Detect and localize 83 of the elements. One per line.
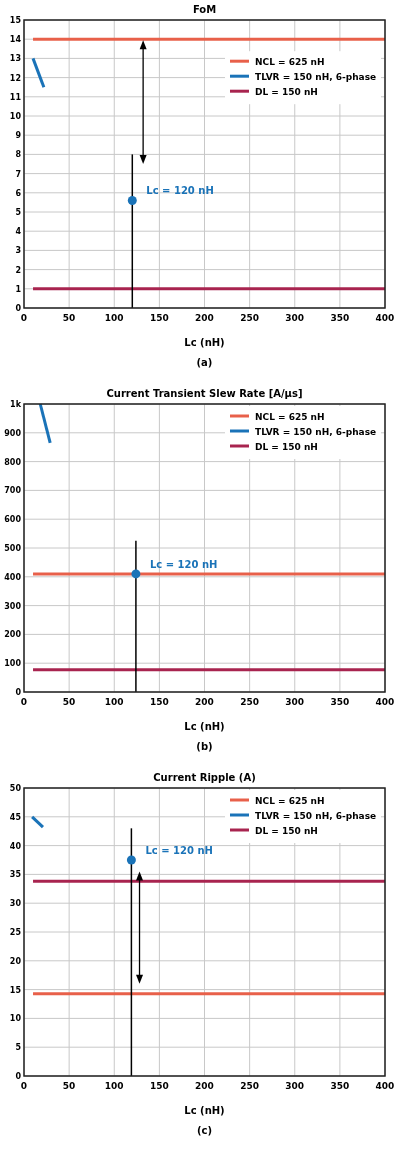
legend-label: TLVR = 150 nH, 6-phase: [255, 71, 377, 82]
y-tick-label: 15: [9, 985, 22, 995]
x-tick-label: 300: [285, 1081, 305, 1091]
x-axis-title: Lc (nH): [184, 721, 225, 732]
y-tick-label: 0: [15, 304, 22, 313]
y-tick-label: 30: [9, 899, 22, 909]
x-tick-label: 100: [104, 1081, 124, 1091]
annotation: Lc = 120 nH: [149, 558, 218, 570]
y-tick-label: 4: [15, 227, 22, 237]
y-tick-label: 100: [4, 659, 22, 669]
x-tick-label: 350: [330, 697, 350, 707]
x-tick-label: 350: [330, 1081, 350, 1091]
y-tick-label: 12: [9, 73, 21, 83]
x-tick-label: 200: [195, 697, 214, 707]
y-tick-label: 400: [4, 572, 22, 582]
y-tick-label: 11: [9, 92, 22, 102]
y-tick-label: 5: [15, 1043, 22, 1053]
annotation: Lc = 120 nH: [145, 845, 213, 856]
x-tick-label: 100: [104, 313, 124, 323]
x-tick-label: 150: [149, 697, 169, 707]
legend-label: NCL = 625 nH: [255, 795, 325, 806]
x-tick-label: 300: [285, 313, 305, 323]
y-tick-label: 25: [9, 928, 22, 937]
x-tick-label: 150: [149, 1081, 169, 1091]
y-tick-label: 0: [15, 688, 22, 697]
y-tick-label: 800: [4, 457, 22, 467]
y-tick-label: 9: [15, 131, 22, 141]
x-tick-label: 200: [195, 1081, 214, 1091]
y-tick-label: 300: [4, 601, 22, 611]
legend-label: DL = 150 nH: [255, 441, 318, 452]
x-tick-label: 50: [62, 697, 76, 707]
x-tick-label: 400: [375, 313, 395, 323]
y-tick-label: 0: [15, 1072, 22, 1081]
y-tick-label: 200: [4, 630, 22, 640]
x-tick-label: 50: [62, 1081, 76, 1091]
y-tick-label: 40: [9, 841, 22, 851]
y-tick-label: 3: [15, 246, 21, 256]
y-tick-label: 2: [15, 265, 21, 275]
x-axis-title: Lc (nH): [184, 337, 225, 348]
x-tick-label: 250: [240, 313, 260, 323]
x-tick-label: 400: [375, 697, 395, 707]
y-tick-label: 7: [15, 169, 21, 179]
y-tick-label: 1k: [10, 400, 22, 409]
y-tick-label: 5: [15, 208, 22, 217]
annotation: Lc = 120 nH: [146, 185, 214, 197]
y-tick-label: 900: [4, 428, 22, 438]
chart-title: Current Ripple (A): [153, 772, 256, 783]
y-tick-label: 20: [9, 956, 22, 966]
legend-label: TLVR = 150 nH, 6-phase: [255, 810, 377, 821]
x-tick-label: 200: [195, 313, 214, 323]
y-tick-label: 8: [15, 150, 22, 160]
chart-title: FoM: [192, 4, 217, 15]
y-tick-label: 1: [15, 284, 22, 294]
text: (c): [196, 1125, 213, 1136]
legend-label: DL = 150 nH: [255, 86, 318, 97]
y-tick-label: 50: [9, 784, 22, 793]
legend-label: NCL = 625 nH: [255, 411, 325, 422]
chart-title: Current Transient Slew Rate [A/μs]: [106, 388, 303, 399]
x-tick-label: 50: [62, 313, 76, 323]
text: (a): [196, 357, 213, 368]
legend-label: DL = 150 nH: [255, 825, 318, 836]
x-tick-label: 100: [104, 697, 124, 707]
x-tick-label: 400: [375, 1081, 395, 1091]
y-tick-label: 700: [4, 486, 22, 496]
y-tick-label: 500: [4, 544, 22, 553]
x-tick-label: 150: [149, 313, 169, 323]
y-tick-label: 10: [9, 1014, 22, 1024]
y-tick-label: 45: [9, 812, 22, 822]
legend-label: TLVR = 150 nH, 6-phase: [255, 426, 377, 437]
x-tick-label: 250: [240, 1081, 260, 1091]
y-tick-label: 10: [9, 112, 22, 121]
y-tick-label: 14: [9, 35, 22, 45]
y-tick-label: 6: [15, 188, 22, 198]
y-tick-label: 35: [9, 870, 22, 880]
x-tick-label: 350: [330, 313, 350, 323]
y-tick-label: 13: [9, 54, 21, 64]
x-axis-title: Lc (nH): [184, 1105, 225, 1116]
legend-label: NCL = 625 nH: [255, 56, 325, 67]
text: (b): [196, 741, 213, 752]
x-tick-label: 300: [285, 697, 305, 707]
y-tick-label: 15: [9, 16, 22, 25]
x-tick-label: 250: [240, 697, 260, 707]
y-tick-label: 600: [4, 515, 22, 525]
